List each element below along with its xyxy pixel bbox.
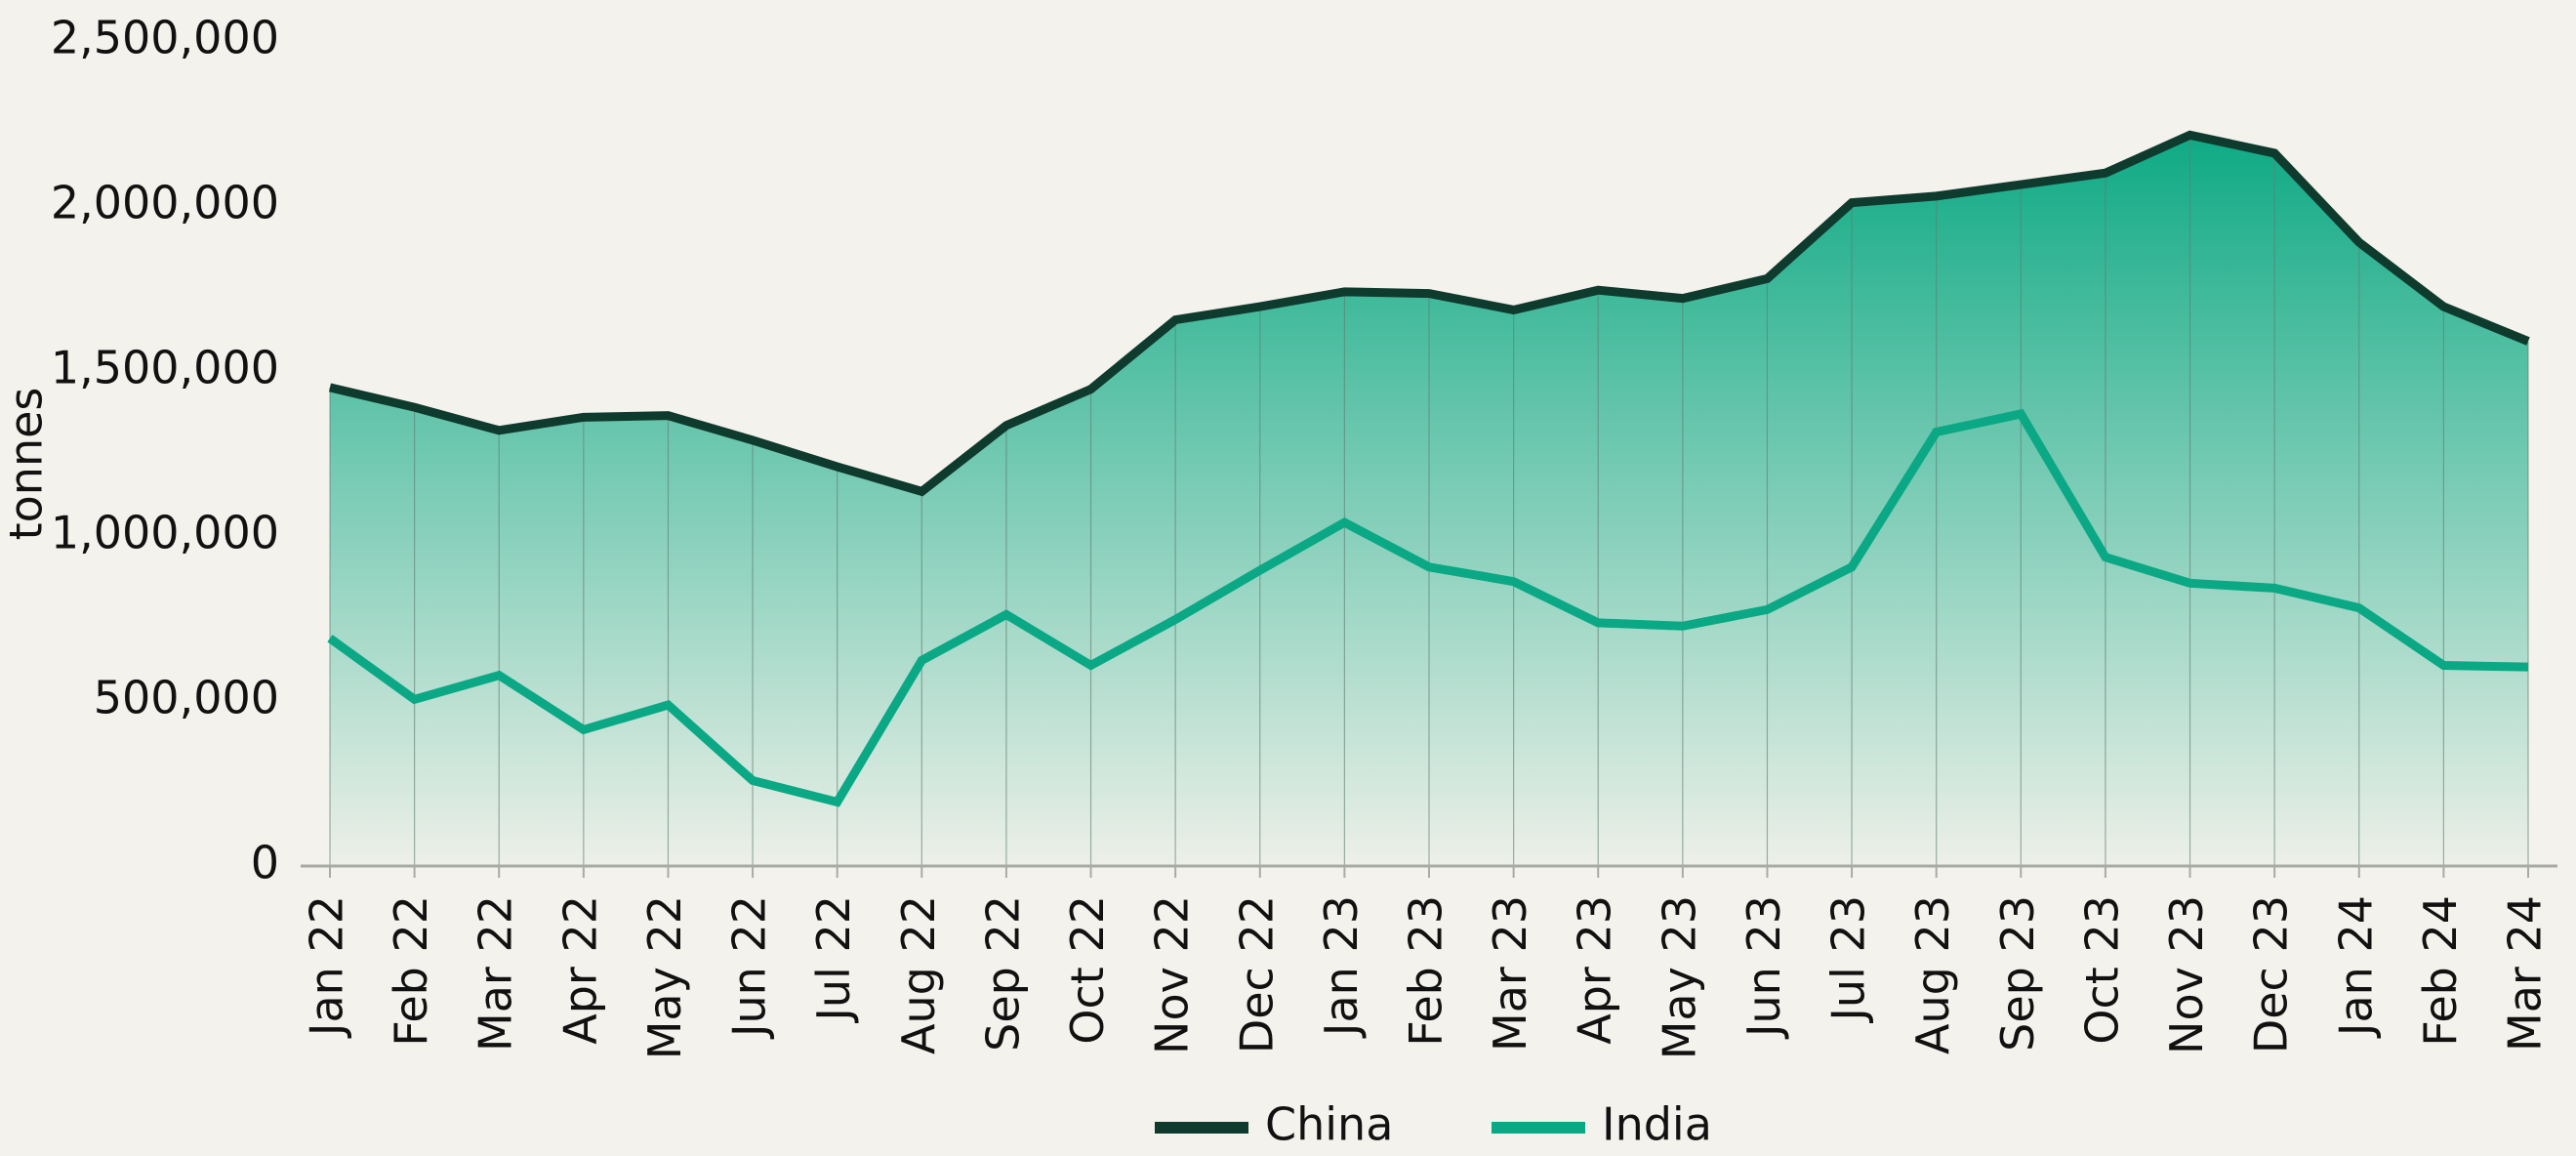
x-tick-label: Jun 23 <box>1738 895 1790 1040</box>
legend-label: India <box>1602 1098 1712 1151</box>
x-tick-label: Apr 22 <box>553 895 606 1045</box>
x-tick-label: Jul 23 <box>1822 895 1875 1024</box>
x-tick-label: Nov 23 <box>2160 895 2213 1054</box>
y-tick-label: 1,000,000 <box>51 507 279 559</box>
y-axis-label: tonnes <box>0 388 53 541</box>
y-tick-label: 500,000 <box>94 672 279 724</box>
x-tick-label: Mar 24 <box>2499 895 2552 1052</box>
x-tick-label: Feb 23 <box>1400 895 1452 1047</box>
line <box>327 408 2529 807</box>
x-tick-label: Aug 23 <box>1906 895 1959 1054</box>
x-tick-label: Jul 22 <box>807 895 860 1024</box>
x-tick-label: Sep 23 <box>1991 895 2044 1052</box>
y-tick-label: 2,000,000 <box>51 177 279 229</box>
x-tick-label: Apr 23 <box>1569 895 1621 1045</box>
x-tick-label: Aug 22 <box>892 895 945 1054</box>
x-tick-label: Nov 22 <box>1146 895 1199 1054</box>
x-tick-label: Feb 22 <box>385 895 437 1047</box>
x-tick-label: May 22 <box>638 895 691 1059</box>
x-tick-label: Jan 24 <box>2329 895 2382 1039</box>
x-tick-label: Feb 24 <box>2414 895 2467 1047</box>
y-tick-label: 1,500,000 <box>51 342 279 394</box>
x-tick-label: Mar 22 <box>470 895 522 1052</box>
y-tick-label: 0 <box>251 837 279 889</box>
x-tick-label: May 23 <box>1653 895 1705 1059</box>
legend-label: China <box>1265 1098 1393 1151</box>
x-tick-label: Sep 22 <box>976 895 1029 1052</box>
x-tick-label: Oct 22 <box>1061 895 1114 1045</box>
line <box>328 130 2530 497</box>
x-tick-label: Jan 22 <box>301 895 353 1039</box>
x-tick-label: Oct 23 <box>2075 895 2128 1045</box>
x-tick-label: Jan 23 <box>1315 895 1368 1039</box>
x-tick-label: Dec 23 <box>2245 895 2298 1053</box>
x-tick-label: Dec 22 <box>1230 895 1283 1053</box>
x-tick-label: Jun 22 <box>723 895 776 1040</box>
y-tick-label: 2,500,000 <box>51 12 279 64</box>
x-tick-label: Mar 23 <box>1484 895 1536 1052</box>
